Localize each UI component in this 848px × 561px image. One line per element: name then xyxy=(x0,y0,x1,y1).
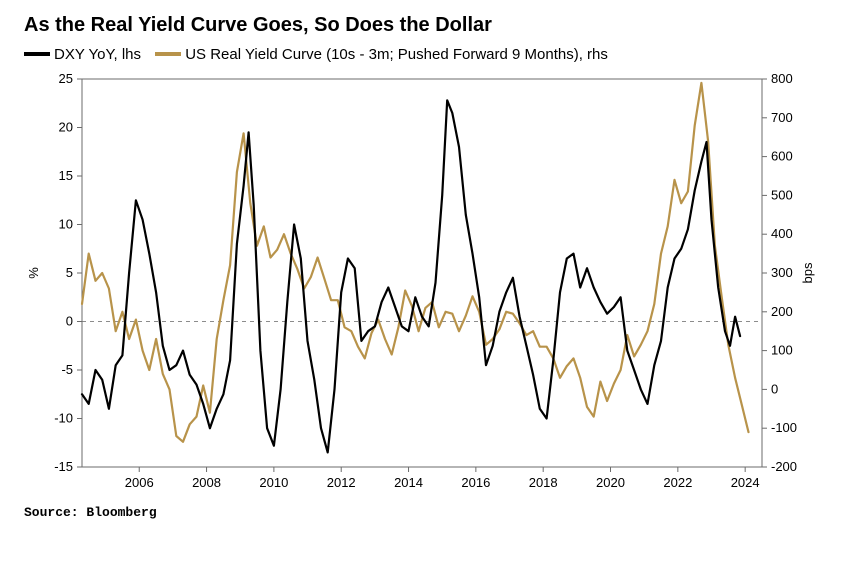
svg-text:0: 0 xyxy=(771,381,778,396)
svg-text:2006: 2006 xyxy=(125,475,154,490)
svg-text:300: 300 xyxy=(771,265,793,280)
legend-swatch-1 xyxy=(24,52,50,56)
legend-label-1: DXY YoY, lhs xyxy=(54,46,141,63)
svg-text:100: 100 xyxy=(771,342,793,357)
svg-text:-15: -15 xyxy=(54,459,73,474)
svg-text:200: 200 xyxy=(771,303,793,318)
chart-container: { "title": "As the Real Yield Curve Goes… xyxy=(0,0,848,561)
svg-text:bps: bps xyxy=(800,262,815,283)
svg-text:25: 25 xyxy=(59,71,73,86)
svg-text:0: 0 xyxy=(66,313,73,328)
svg-text:2016: 2016 xyxy=(461,475,490,490)
svg-text:-10: -10 xyxy=(54,410,73,425)
svg-text:500: 500 xyxy=(771,187,793,202)
svg-text:-100: -100 xyxy=(771,420,797,435)
svg-text:400: 400 xyxy=(771,226,793,241)
svg-text:2024: 2024 xyxy=(731,475,760,490)
svg-text:2022: 2022 xyxy=(663,475,692,490)
chart-source: Source: Bloomberg xyxy=(24,505,824,520)
svg-text:2012: 2012 xyxy=(327,475,356,490)
svg-text:800: 800 xyxy=(771,71,793,86)
chart-title: As the Real Yield Curve Goes, So Does th… xyxy=(24,14,824,37)
chart-legend: DXY YoY, lhs US Real Yield Curve (10s - … xyxy=(24,43,824,63)
svg-text:10: 10 xyxy=(59,216,73,231)
legend-item-1: DXY YoY, lhs xyxy=(24,46,141,63)
svg-text:2010: 2010 xyxy=(259,475,288,490)
line-chart-svg: -15 -10 -5 0 5 10 15 20 25 -200 -100 0 100 200 300 400 5… xyxy=(24,69,824,499)
legend-label-2: US Real Yield Curve (10s - 3m; Pushed Fo… xyxy=(185,46,608,63)
svg-text:2018: 2018 xyxy=(529,475,558,490)
svg-text:2014: 2014 xyxy=(394,475,423,490)
svg-text:15: 15 xyxy=(59,168,73,183)
chart-plot-area: -15 -10 -5 0 5 10 15 20 25 -200 -100 0 100 200 300 400 5… xyxy=(24,69,824,499)
svg-text:-5: -5 xyxy=(61,362,73,377)
svg-text:5: 5 xyxy=(66,265,73,280)
svg-text:600: 600 xyxy=(771,148,793,163)
svg-text:2008: 2008 xyxy=(192,475,221,490)
svg-text:20: 20 xyxy=(59,119,73,134)
legend-item-2: US Real Yield Curve (10s - 3m; Pushed Fo… xyxy=(155,46,608,63)
svg-text:700: 700 xyxy=(771,109,793,124)
svg-text:2020: 2020 xyxy=(596,475,625,490)
svg-text:-200: -200 xyxy=(771,459,797,474)
legend-swatch-2 xyxy=(155,52,181,56)
svg-text:%: % xyxy=(26,266,41,278)
